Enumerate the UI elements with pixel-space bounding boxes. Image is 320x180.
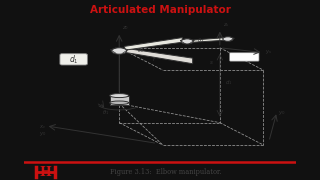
Ellipse shape [110, 101, 129, 105]
Text: $z_s$: $z_s$ [223, 21, 229, 29]
Text: $y_0$: $y_0$ [278, 109, 286, 117]
Text: $s$: $s$ [209, 59, 214, 66]
FancyBboxPatch shape [230, 53, 259, 61]
Text: $y_0$: $y_0$ [39, 130, 46, 138]
Text: $z_0$: $z_0$ [122, 24, 129, 32]
Polygon shape [125, 38, 182, 50]
Text: $r$: $r$ [152, 55, 156, 62]
Ellipse shape [112, 48, 127, 54]
Text: H: H [40, 166, 52, 179]
Text: $\theta_3$: $\theta_3$ [197, 36, 204, 45]
Text: Articulated Manipulator: Articulated Manipulator [90, 5, 230, 15]
Bar [110, 96, 129, 105]
Text: $x_c$: $x_c$ [39, 123, 46, 131]
Text: Figure 3.13:  Elbow manipulator.: Figure 3.13: Elbow manipulator. [110, 168, 221, 176]
Ellipse shape [223, 37, 233, 41]
Polygon shape [192, 38, 224, 42]
Ellipse shape [181, 39, 193, 44]
Text: $d_1$: $d_1$ [69, 53, 78, 66]
FancyBboxPatch shape [60, 54, 87, 65]
Text: $y_s$: $y_s$ [265, 48, 272, 56]
Text: $\theta_2$: $\theta_2$ [137, 46, 144, 55]
Text: $\theta_1$: $\theta_1$ [101, 108, 109, 117]
Text: $d_1$: $d_1$ [225, 78, 233, 87]
Polygon shape [124, 48, 193, 64]
Ellipse shape [110, 94, 129, 98]
